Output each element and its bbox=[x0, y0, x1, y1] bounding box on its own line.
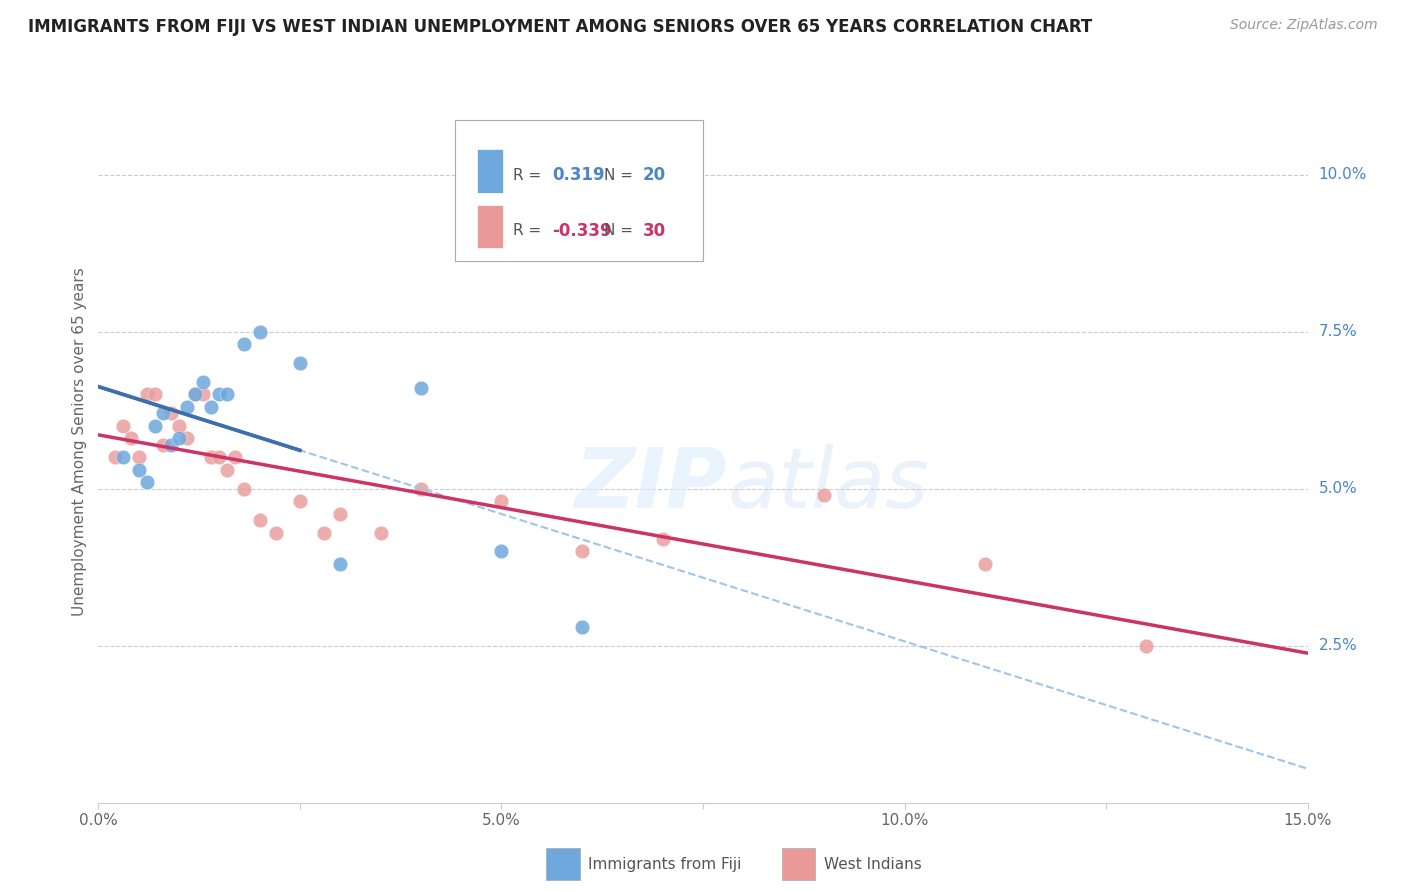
Point bbox=[135, 475, 157, 490]
Point bbox=[571, 544, 593, 558]
Point bbox=[120, 431, 142, 445]
Point bbox=[111, 450, 134, 465]
Text: Source: ZipAtlas.com: Source: ZipAtlas.com bbox=[1230, 18, 1378, 32]
Point bbox=[160, 438, 183, 452]
Point bbox=[200, 450, 222, 465]
Text: 5.0%: 5.0% bbox=[1319, 481, 1357, 496]
Text: West Indians: West Indians bbox=[824, 856, 922, 871]
Point bbox=[264, 525, 287, 540]
Point bbox=[160, 406, 183, 420]
Point bbox=[370, 525, 392, 540]
Text: ZIP: ZIP bbox=[575, 444, 727, 525]
Text: atlas: atlas bbox=[727, 444, 929, 525]
Text: 20: 20 bbox=[643, 166, 665, 185]
Point bbox=[135, 387, 157, 401]
Point bbox=[232, 337, 254, 351]
Point bbox=[217, 387, 239, 401]
Point bbox=[314, 525, 336, 540]
Text: R =: R = bbox=[513, 168, 547, 183]
Point bbox=[288, 494, 311, 508]
Point bbox=[128, 463, 150, 477]
Point bbox=[167, 431, 190, 445]
Point bbox=[208, 387, 231, 401]
Point bbox=[143, 418, 166, 433]
Point bbox=[249, 325, 271, 339]
Bar bbox=[477, 205, 503, 248]
Point bbox=[491, 494, 513, 508]
FancyBboxPatch shape bbox=[456, 120, 703, 260]
Text: N =: N = bbox=[603, 168, 638, 183]
Point bbox=[571, 620, 593, 634]
Point bbox=[409, 381, 432, 395]
Point bbox=[200, 400, 222, 414]
Point bbox=[184, 387, 207, 401]
Point bbox=[409, 482, 432, 496]
Point bbox=[1135, 639, 1157, 653]
Point bbox=[143, 387, 166, 401]
Point bbox=[329, 507, 352, 521]
Point bbox=[651, 532, 673, 546]
Text: N =: N = bbox=[603, 223, 638, 238]
Point bbox=[111, 418, 134, 433]
Point bbox=[974, 557, 997, 571]
Point bbox=[176, 400, 198, 414]
Point bbox=[224, 450, 246, 465]
Point bbox=[167, 418, 190, 433]
Point bbox=[491, 544, 513, 558]
Text: -0.339: -0.339 bbox=[551, 222, 612, 240]
Text: Immigrants from Fiji: Immigrants from Fiji bbox=[588, 856, 741, 871]
Bar bbox=[782, 848, 815, 880]
Point bbox=[193, 375, 215, 389]
Text: 2.5%: 2.5% bbox=[1319, 639, 1357, 653]
Point bbox=[249, 513, 271, 527]
Point bbox=[193, 387, 215, 401]
Point bbox=[329, 557, 352, 571]
Point bbox=[103, 450, 125, 465]
Bar bbox=[546, 848, 579, 880]
Point bbox=[152, 438, 174, 452]
Point bbox=[152, 406, 174, 420]
Point bbox=[813, 488, 835, 502]
Point bbox=[232, 482, 254, 496]
Bar bbox=[477, 149, 503, 193]
Text: 7.5%: 7.5% bbox=[1319, 324, 1357, 339]
Text: R =: R = bbox=[513, 223, 547, 238]
Point bbox=[288, 356, 311, 370]
Point bbox=[208, 450, 231, 465]
Point bbox=[184, 387, 207, 401]
Point bbox=[217, 463, 239, 477]
Point bbox=[128, 450, 150, 465]
Y-axis label: Unemployment Among Seniors over 65 years: Unemployment Among Seniors over 65 years bbox=[72, 268, 87, 615]
Text: 10.0%: 10.0% bbox=[1319, 167, 1367, 182]
Text: IMMIGRANTS FROM FIJI VS WEST INDIAN UNEMPLOYMENT AMONG SENIORS OVER 65 YEARS COR: IMMIGRANTS FROM FIJI VS WEST INDIAN UNEM… bbox=[28, 18, 1092, 36]
Text: 30: 30 bbox=[643, 222, 665, 240]
Point bbox=[176, 431, 198, 445]
Text: 0.319: 0.319 bbox=[551, 166, 605, 185]
